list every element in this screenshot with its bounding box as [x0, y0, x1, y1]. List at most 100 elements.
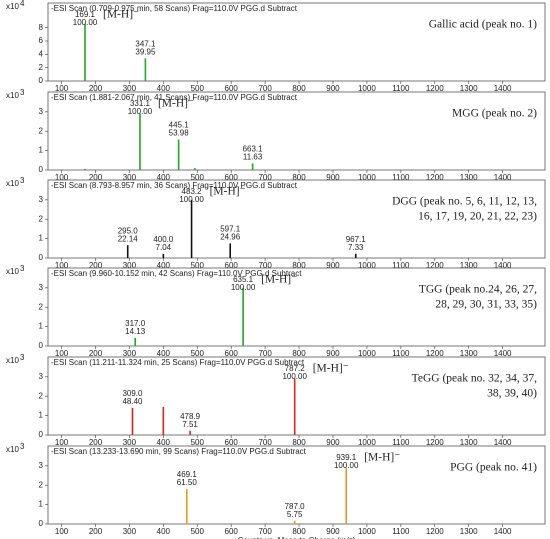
- x-tick-label: 1100: [392, 173, 410, 182]
- x-tick-label: 500: [191, 173, 205, 182]
- x-tick-label: 300: [123, 438, 137, 447]
- scan-header: -ESI Scan (9.960-10.152 min, 42 Scans) F…: [51, 269, 302, 278]
- x-tick-label: 600: [225, 438, 239, 447]
- x-tick-label: 1000: [358, 84, 376, 93]
- ion-annotation: [M-H]⁻: [313, 363, 349, 375]
- x-tick-label: 700: [258, 349, 272, 358]
- x-tick-label: 1300: [460, 438, 478, 447]
- x-tick-label: 800: [292, 84, 306, 93]
- x-tick-label: 1100: [392, 84, 410, 93]
- peak-intensity-label: 7.04: [156, 243, 172, 252]
- x-tick-label: 1100: [392, 438, 410, 447]
- peak-mz-label: 787.2: [285, 364, 306, 373]
- x-tick-label: 900: [326, 173, 340, 182]
- scan-header: -ESI Scan (0.709-0.975 min, 58 Scans) Fr…: [51, 4, 298, 13]
- peak-intensity-label: 48.40: [122, 397, 143, 406]
- x-tick-label: 200: [89, 84, 103, 93]
- peak-mz-label: 483.2: [182, 187, 203, 196]
- y-tick-label: 0: [39, 341, 44, 350]
- y-tick-label: 2: [39, 391, 44, 400]
- x-tick-label: 700: [258, 527, 272, 536]
- x-tick-label: 500: [191, 349, 205, 358]
- x-tick-label: 300: [123, 173, 137, 182]
- x-axis-label: Counts vs. Mass-to-Charge (m/z): [238, 536, 356, 539]
- peak-intensity-label: 100.00: [179, 195, 204, 204]
- x-tick-label: 1200: [426, 84, 444, 93]
- peak-intensity-label: 100.00: [282, 372, 307, 381]
- peak-intensity-label: 100.00: [231, 283, 256, 292]
- peak-intensity-label: 100.00: [73, 18, 98, 27]
- peak-mz-label: 939.1: [336, 453, 357, 462]
- scan-header: -ESI Scan (1.881-2.067 min, 41 Scans) Fr…: [51, 93, 298, 102]
- x-tick-label: 800: [292, 438, 306, 447]
- peak-intensity-label: 5.75: [287, 510, 303, 519]
- scan-header: -ESI Scan (13.233-13.690 min, 99 Scans) …: [51, 447, 307, 456]
- peak-intensity-label: 53.98: [169, 129, 190, 138]
- x-tick-label: 1200: [426, 261, 444, 270]
- y-exponent: 3: [20, 264, 25, 273]
- x-tick-label: 300: [123, 261, 137, 270]
- x-tick-label: 700: [258, 261, 272, 270]
- x-tick-label: 600: [225, 261, 239, 270]
- x-tick-label: 1000: [358, 527, 376, 536]
- x-tick-label: 1100: [392, 349, 410, 358]
- x-tick-label: 700: [258, 84, 272, 93]
- x-tick-label: 500: [191, 84, 205, 93]
- x-tick-label: 1300: [460, 84, 478, 93]
- peak-intensity-label: 100.00: [128, 107, 153, 116]
- peak-mz-label: 347.1: [135, 39, 156, 48]
- x-tick-label: 1000: [358, 261, 376, 270]
- x-tick-label: 300: [123, 349, 137, 358]
- y-exponent: 3: [20, 442, 25, 451]
- y-tick-label: 3: [39, 283, 44, 292]
- compound-name: PGG (peak no. 41): [450, 462, 537, 474]
- peak-mz-label: 635.1: [233, 275, 254, 284]
- peak-intensity-label: 11.63: [243, 153, 263, 162]
- peak-mz-label: 469.1: [177, 470, 198, 479]
- x-tick-label: 1300: [460, 349, 478, 358]
- x-tick-label: 100: [55, 527, 69, 536]
- x-tick-label: 500: [191, 438, 205, 447]
- y-tick-label: 3: [39, 372, 44, 381]
- y-tick-label: 0: [39, 165, 44, 174]
- y-tick-label: 1: [39, 322, 44, 331]
- x-tick-label: 800: [292, 527, 306, 536]
- x-tick-label: 300: [123, 84, 137, 93]
- compound-name: TeGG (peak no. 32, 34, 37,: [412, 373, 537, 385]
- x-tick-label: 1400: [494, 438, 512, 447]
- y-tick-label: 1: [39, 411, 44, 420]
- x-tick-label: 900: [326, 438, 340, 447]
- y-exponent: 3: [20, 88, 25, 97]
- peak-mz-label: 478.9: [180, 412, 201, 421]
- x-tick-label: 400: [157, 438, 171, 447]
- y-tick-label: 2: [39, 302, 44, 311]
- x-tick-label: 900: [326, 261, 340, 270]
- x-tick-label: 700: [258, 173, 272, 182]
- y-tick-label: 0: [39, 76, 44, 85]
- peak-intensity-label: 100.00: [334, 461, 359, 470]
- ion-annotation: [M-H]⁻: [103, 9, 139, 21]
- x-tick-label: 300: [123, 527, 137, 536]
- x-tick-label: 200: [89, 173, 103, 182]
- y-tick-label: 2: [39, 126, 44, 135]
- x-tick-label: 200: [89, 527, 103, 536]
- y-multiplier: x10: [6, 356, 19, 365]
- peak-mz-label: 295.0: [118, 226, 139, 235]
- x-tick-label: 100: [55, 84, 69, 93]
- y-tick-label: 3: [39, 107, 44, 116]
- y-multiplier: x10: [6, 179, 19, 188]
- x-tick-label: 1400: [494, 261, 512, 270]
- ion-annotation: [M-H]⁻: [261, 274, 297, 286]
- x-tick-label: 100: [55, 261, 69, 270]
- peak-mz-label: 445.1: [169, 121, 190, 130]
- x-tick-label: 1100: [392, 261, 410, 270]
- x-tick-label: 1400: [494, 173, 512, 182]
- x-tick-label: 100: [55, 349, 69, 358]
- peak-intensity-label: 39.95: [135, 47, 156, 56]
- x-tick-label: 1200: [426, 349, 444, 358]
- x-tick-label: 1100: [392, 527, 410, 536]
- y-tick-label: 6: [39, 36, 44, 45]
- plot-frame: [47, 2, 546, 82]
- x-tick-label: 1200: [426, 527, 444, 536]
